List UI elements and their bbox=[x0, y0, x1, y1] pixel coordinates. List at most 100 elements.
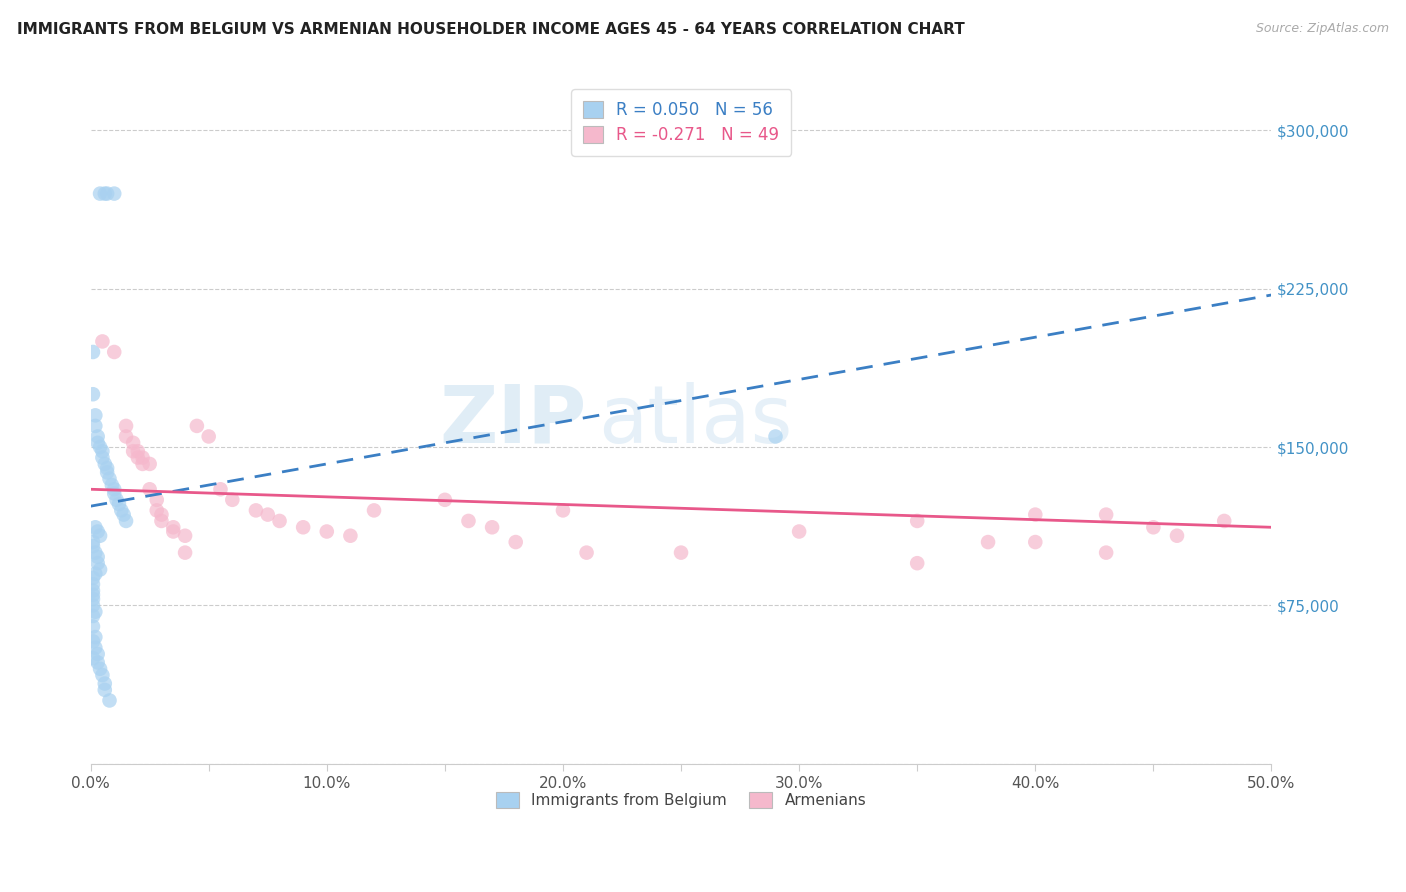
Point bbox=[82, 619, 104, 633]
Point bbox=[91, 450, 114, 465]
Point bbox=[82, 535, 104, 549]
Point bbox=[84, 605, 107, 619]
Point bbox=[131, 450, 153, 465]
Point bbox=[1095, 508, 1118, 522]
Point bbox=[1166, 529, 1188, 543]
Point bbox=[84, 546, 107, 560]
Point bbox=[89, 186, 111, 201]
Point bbox=[98, 693, 121, 707]
Point bbox=[94, 682, 117, 697]
Point bbox=[101, 478, 124, 492]
Point bbox=[89, 562, 111, 576]
Point bbox=[122, 444, 145, 458]
Point bbox=[84, 566, 107, 581]
Point bbox=[292, 520, 315, 534]
Text: Source: ZipAtlas.com: Source: ZipAtlas.com bbox=[1256, 22, 1389, 36]
Point bbox=[905, 556, 928, 570]
Point bbox=[127, 444, 149, 458]
Point bbox=[103, 486, 125, 500]
Point bbox=[150, 514, 173, 528]
Point bbox=[115, 514, 138, 528]
Point bbox=[551, 503, 574, 517]
Point bbox=[110, 503, 132, 517]
Point bbox=[481, 520, 503, 534]
Point bbox=[787, 524, 810, 539]
Point bbox=[245, 503, 267, 517]
Point bbox=[122, 435, 145, 450]
Text: ZIP: ZIP bbox=[439, 382, 586, 459]
Point bbox=[186, 418, 208, 433]
Point bbox=[112, 508, 135, 522]
Point bbox=[89, 529, 111, 543]
Point bbox=[339, 529, 361, 543]
Point bbox=[82, 651, 104, 665]
Point bbox=[765, 429, 787, 443]
Point bbox=[82, 583, 104, 598]
Point bbox=[86, 647, 108, 661]
Point bbox=[138, 483, 160, 497]
Point bbox=[457, 514, 479, 528]
Text: atlas: atlas bbox=[599, 382, 793, 459]
Point bbox=[209, 483, 232, 497]
Point bbox=[103, 483, 125, 497]
Point bbox=[91, 668, 114, 682]
Point bbox=[174, 546, 197, 560]
Point bbox=[977, 535, 1000, 549]
Point bbox=[82, 577, 104, 591]
Point bbox=[269, 514, 291, 528]
Point bbox=[221, 492, 243, 507]
Point bbox=[84, 418, 107, 433]
Point bbox=[174, 529, 197, 543]
Point bbox=[82, 345, 104, 359]
Point bbox=[131, 457, 153, 471]
Point bbox=[905, 514, 928, 528]
Point bbox=[86, 656, 108, 670]
Point bbox=[145, 492, 167, 507]
Point bbox=[115, 429, 138, 443]
Point bbox=[94, 676, 117, 690]
Point bbox=[1095, 546, 1118, 560]
Point bbox=[256, 508, 278, 522]
Point bbox=[197, 429, 219, 443]
Point bbox=[98, 472, 121, 486]
Point bbox=[96, 466, 118, 480]
Point bbox=[103, 345, 125, 359]
Point bbox=[82, 609, 104, 624]
Point bbox=[89, 662, 111, 676]
Point bbox=[315, 524, 337, 539]
Point bbox=[84, 640, 107, 655]
Point bbox=[84, 520, 107, 534]
Point bbox=[162, 520, 184, 534]
Point bbox=[105, 492, 128, 507]
Point bbox=[82, 634, 104, 648]
Point bbox=[103, 186, 125, 201]
Point bbox=[1213, 514, 1236, 528]
Point bbox=[505, 535, 527, 549]
Point bbox=[84, 630, 107, 644]
Point bbox=[84, 409, 107, 423]
Text: IMMIGRANTS FROM BELGIUM VS ARMENIAN HOUSEHOLDER INCOME AGES 45 - 64 YEARS CORREL: IMMIGRANTS FROM BELGIUM VS ARMENIAN HOUS… bbox=[17, 22, 965, 37]
Point bbox=[145, 503, 167, 517]
Point bbox=[1024, 508, 1046, 522]
Point bbox=[86, 429, 108, 443]
Point bbox=[162, 524, 184, 539]
Point bbox=[1024, 535, 1046, 549]
Point bbox=[94, 457, 117, 471]
Point bbox=[150, 508, 173, 522]
Point bbox=[91, 334, 114, 349]
Point bbox=[433, 492, 456, 507]
Point bbox=[363, 503, 385, 517]
Point bbox=[138, 457, 160, 471]
Point bbox=[94, 186, 117, 201]
Point bbox=[86, 549, 108, 564]
Point bbox=[82, 387, 104, 401]
Point bbox=[82, 592, 104, 607]
Point bbox=[82, 539, 104, 553]
Point bbox=[669, 546, 692, 560]
Point bbox=[82, 571, 104, 585]
Point bbox=[127, 450, 149, 465]
Point bbox=[96, 461, 118, 475]
Point bbox=[86, 524, 108, 539]
Point bbox=[89, 440, 111, 454]
Legend: Immigrants from Belgium, Armenians: Immigrants from Belgium, Armenians bbox=[489, 787, 873, 814]
